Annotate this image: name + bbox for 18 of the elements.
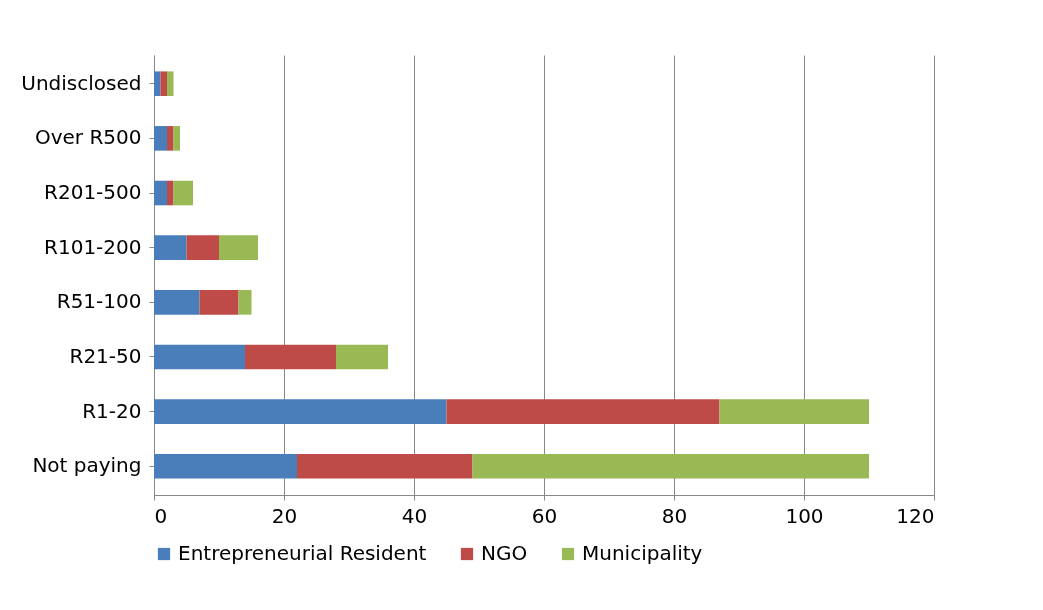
y-tick-label: Undisclosed xyxy=(21,70,142,95)
y-tick-label: R101-200 xyxy=(44,234,142,259)
y-tick-label: Over R500 xyxy=(34,125,142,150)
legend-label: NGO xyxy=(481,541,528,565)
y-tick-label: R21-50 xyxy=(69,343,142,368)
x-tick-label: 120 xyxy=(896,503,935,528)
x-tick-label: 60 xyxy=(531,503,558,528)
x-tick-label: 0 xyxy=(154,503,168,528)
legend-label: Entrepreneurial Resident xyxy=(178,541,427,565)
x-tick-label: 20 xyxy=(271,503,298,528)
legend-label: Municipality xyxy=(582,541,703,565)
y-tick-label: R201-500 xyxy=(44,180,142,205)
x-tick-label: 100 xyxy=(785,503,824,528)
x-tick-label: 40 xyxy=(401,503,428,528)
y-tick-label: Not paying xyxy=(32,453,142,478)
y-tick-label: R1-20 xyxy=(82,398,142,423)
x-tick-label: 80 xyxy=(661,503,688,528)
y-tick-label: R51-100 xyxy=(56,289,142,314)
